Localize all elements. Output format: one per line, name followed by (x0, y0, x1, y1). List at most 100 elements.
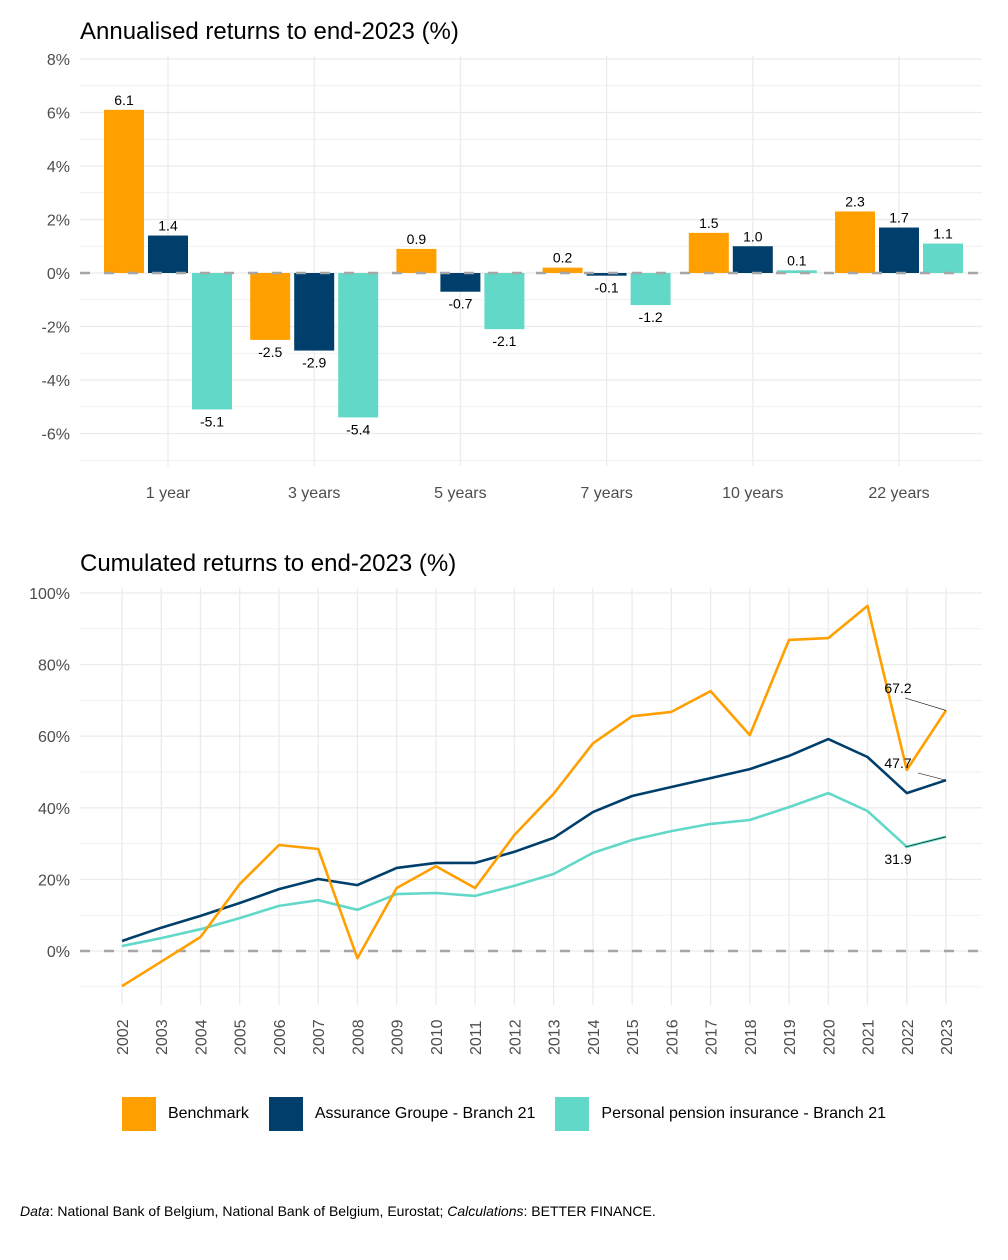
caption-data-text: : National Bank of Belgium, National Ban… (49, 1203, 448, 1219)
bar-assurance (586, 273, 627, 276)
label-leader-line (917, 772, 947, 781)
bar-assurance (732, 246, 773, 273)
x-tick-label: 2011 (468, 1020, 485, 1055)
bar-assurance (440, 273, 481, 292)
legend-item-personal: Personal pension insurance - Branch 21 (555, 1097, 886, 1131)
bar-benchmark (104, 109, 144, 273)
y-tick-label: 0% (47, 266, 70, 283)
bar-benchmark (835, 211, 875, 273)
data-label: 1.1 (933, 226, 953, 242)
y-tick-label: 0% (47, 944, 70, 961)
bar-benchmark (542, 267, 583, 273)
bar-chart-title: Annualised returns to end-2023 (%) (80, 18, 459, 45)
x-tick-label: 2008 (350, 1019, 367, 1055)
line-chart: 0% 20% 40% 60% 80% 100% 2002 2003 2004 2005 2006 20… (29, 586, 982, 1055)
x-tick-label: 2013 (547, 1019, 564, 1055)
y-tick-label: 80% (38, 658, 70, 675)
legend-item-assurance: Assurance Groupe - Branch 21 (268, 1097, 546, 1131)
x-tick-label: 7 years (580, 485, 632, 502)
end-value-label: 31.9 (884, 851, 911, 867)
legend-label: Benchmark (167, 1105, 249, 1122)
bar-personal (923, 243, 963, 273)
x-tick-label: 2009 (390, 1019, 407, 1055)
data-label: -2.5 (258, 344, 282, 360)
bar-benchmark (396, 248, 437, 273)
data-label: 1.5 (699, 215, 719, 231)
legend-label: Assurance Groupe - Branch 21 (314, 1105, 536, 1122)
x-tick-label: 2018 (743, 1019, 760, 1055)
bar-benchmark (688, 232, 729, 273)
x-tick-label: 2012 (507, 1019, 524, 1055)
data-label: -2.9 (302, 355, 326, 371)
data-label: -5.4 (346, 421, 370, 437)
data-label: -2.1 (492, 333, 516, 349)
bar-benchmark (250, 273, 291, 340)
label-leader-line (904, 697, 947, 711)
y-tick-label: 60% (38, 729, 70, 746)
label-leader-line (904, 836, 947, 848)
source-caption: Data: National Bank of Belgium, National… (20, 1203, 656, 1219)
y-tick-label: -2% (42, 320, 70, 337)
data-label: 1.4 (158, 218, 178, 234)
x-tick-label: 2023 (939, 1019, 956, 1055)
data-label: -0.1 (595, 280, 619, 296)
data-label: -5.1 (200, 413, 224, 429)
y-tick-label: -4% (42, 373, 70, 390)
x-tick-label: 2021 (861, 1019, 878, 1055)
x-tick-label: 10 years (722, 485, 783, 502)
data-label: 0.1 (787, 252, 807, 268)
data-label: -0.7 (448, 296, 472, 312)
caption-calc-label: Calculations (447, 1203, 524, 1219)
x-tick-label: 2019 (782, 1019, 799, 1055)
bar-chart: -6% -4% -2% 0% 2% 4% 6% 8% 1 year 3 years 5 years 7… (42, 52, 982, 502)
legend-swatch-assurance (268, 1097, 303, 1131)
y-tick-label: 40% (38, 801, 70, 818)
bar-personal (776, 270, 817, 273)
y-tick-label: 100% (29, 586, 70, 603)
caption-calc-text: : BETTER FINANCE. (523, 1203, 656, 1219)
data-label: 1.7 (889, 210, 909, 226)
x-tick-label: 2020 (821, 1019, 838, 1055)
x-tick-label: 2003 (154, 1019, 171, 1055)
legend-swatch-personal (555, 1097, 590, 1131)
bar-personal (192, 273, 232, 410)
legend: Benchmark Assurance Groupe - Branch 21 P… (0, 1097, 1008, 1131)
x-tick-label: 2007 (311, 1019, 328, 1055)
line-series-assurance (121, 737, 947, 943)
y-tick-label: 4% (47, 159, 70, 176)
bar-assurance (294, 273, 335, 351)
line-series-benchmark (121, 604, 948, 988)
x-tick-label: 3 years (288, 485, 340, 502)
bar-personal (484, 273, 525, 330)
data-label: 0.2 (553, 250, 573, 266)
x-tick-label: 2016 (664, 1019, 681, 1055)
end-value-label: 67.2 (884, 680, 911, 696)
bar-assurance (879, 227, 919, 273)
caption-data-label: Data (20, 1203, 50, 1219)
line-chart-title: Cumulated returns to end-2023 (%) (80, 550, 457, 577)
y-tick-label: 2% (47, 213, 70, 230)
y-tick-label: -6% (42, 427, 70, 444)
x-tick-label: 2014 (586, 1019, 603, 1055)
y-tick-label: 6% (47, 106, 70, 123)
data-label: 0.9 (407, 231, 427, 247)
x-tick-label: 22 years (868, 485, 929, 502)
data-label: 6.1 (114, 92, 134, 108)
end-value-label: 47.7 (884, 755, 911, 771)
line-series-personal (121, 791, 947, 948)
bar-personal (338, 273, 379, 418)
x-tick-label: 2022 (900, 1019, 917, 1055)
legend-label: Personal pension insurance - Branch 21 (601, 1105, 887, 1122)
x-tick-label: 2002 (115, 1019, 132, 1055)
x-tick-label: 2005 (233, 1019, 250, 1055)
x-tick-label: 5 years (434, 485, 486, 502)
x-tick-label: 2006 (272, 1019, 289, 1055)
data-label: 1.0 (743, 228, 763, 244)
y-tick-label: 20% (38, 872, 70, 889)
y-tick-label: 8% (47, 52, 70, 69)
x-tick-label: 2004 (193, 1019, 210, 1055)
x-tick-label: 1 year (146, 485, 191, 502)
bar-personal (630, 273, 671, 306)
x-tick-label: 2010 (429, 1019, 446, 1055)
data-label: -1.2 (639, 309, 663, 325)
